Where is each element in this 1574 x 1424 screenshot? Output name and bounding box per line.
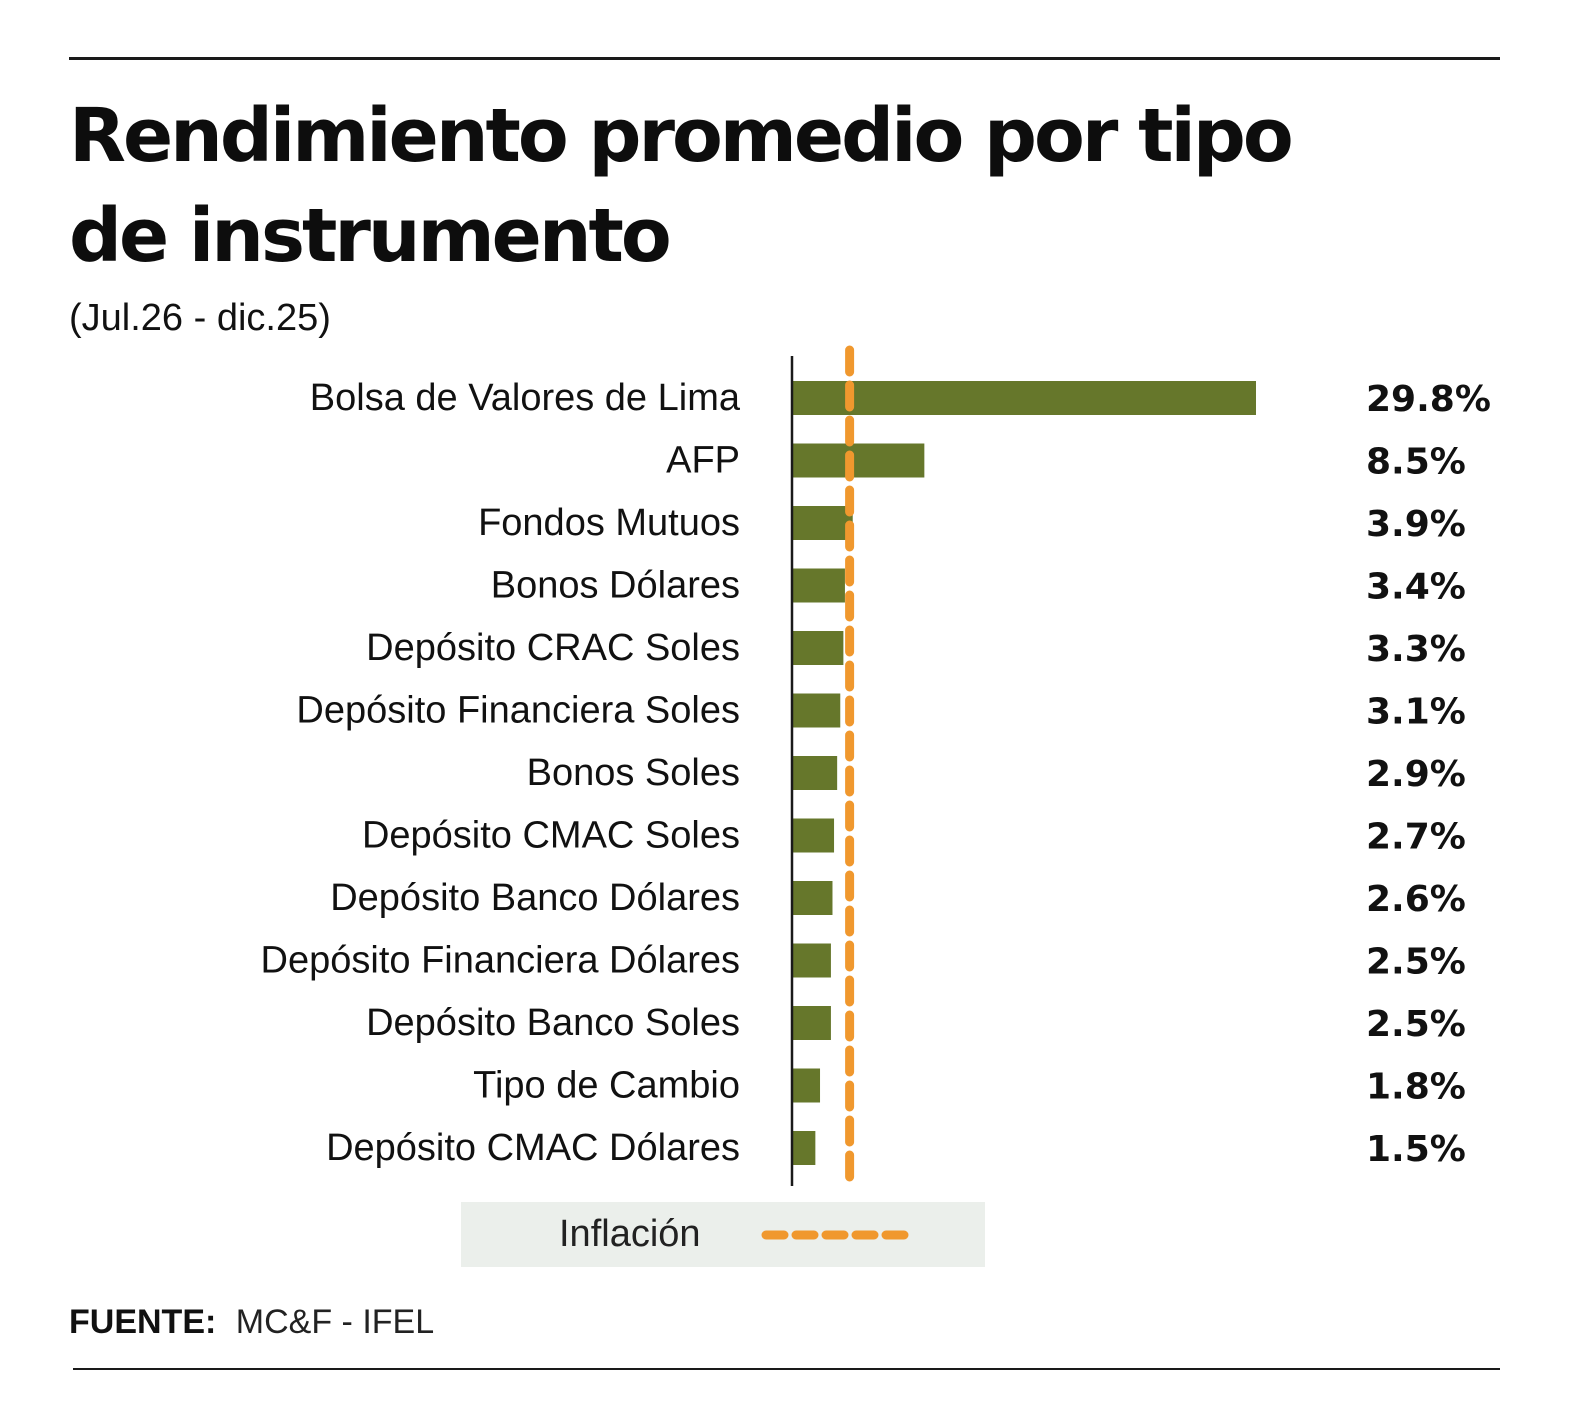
value-label: 2.6%: [1366, 879, 1466, 920]
bar: [792, 693, 841, 728]
chart-subtitle: (Jul.26 - dic.25): [69, 297, 331, 339]
value-label: 3.3%: [1366, 629, 1466, 670]
source-label: FUENTE:: [69, 1303, 217, 1341]
category-label: Depósito Banco Soles: [366, 1002, 740, 1044]
source-value: MC&F - IFEL: [235, 1303, 435, 1341]
bar: [792, 881, 833, 915]
top-rule: [69, 57, 1500, 60]
bar: [792, 443, 925, 478]
category-label: Depósito Financiera Soles: [296, 690, 740, 732]
bar: [792, 381, 1256, 415]
category-label: AFP: [666, 440, 740, 482]
category-labels: Bolsa de Valores de Lima AFP Fondos Mutuos…: [261, 377, 741, 1169]
category-label: Tipo de Cambio: [473, 1065, 740, 1107]
value-labels: 29.8% 8.5% 3.9% 3.4% 3.3% 3.1% 2.9% 2.7% 2.6% 2.5…: [1366, 379, 1491, 1170]
bar-chart: Bolsa de Valores de Lima AFP Fondos Mutuos…: [261, 345, 1491, 1186]
category-label: Depósito CMAC Soles: [362, 815, 740, 857]
bar: [792, 631, 844, 665]
value-label: 3.9%: [1366, 504, 1466, 545]
value-label: 8.5%: [1366, 442, 1466, 483]
bar: [792, 818, 835, 853]
bar: [792, 568, 845, 603]
value-label: 2.7%: [1366, 817, 1466, 858]
source-note: FUENTE: MC&F - IFEL: [69, 1300, 434, 1344]
value-label: 2.9%: [1366, 754, 1466, 795]
bar: [792, 756, 838, 790]
bar: [792, 1131, 816, 1165]
value-label: 3.4%: [1366, 567, 1466, 608]
legend-label: Inflación: [559, 1213, 701, 1255]
value-label: 1.5%: [1366, 1129, 1466, 1170]
value-label: 2.5%: [1366, 942, 1466, 983]
category-label: Depósito Financiera Dólares: [261, 940, 740, 982]
legend: Inflación: [461, 1202, 985, 1267]
bottom-rule: [73, 1368, 1500, 1370]
category-label: Bolsa de Valores de Lima: [310, 377, 741, 419]
value-label: 2.5%: [1366, 1004, 1466, 1045]
value-label: 3.1%: [1366, 692, 1466, 733]
category-label: Depósito CMAC Dólares: [326, 1127, 740, 1169]
category-label: Depósito CRAC Soles: [366, 627, 740, 669]
bar: [792, 1068, 821, 1103]
category-label: Bonos Soles: [527, 752, 740, 794]
bar: [792, 1006, 831, 1040]
category-label: Depósito Banco Dólares: [330, 877, 740, 919]
legend-inflation-swatch: [761, 1230, 918, 1240]
value-label: 1.8%: [1366, 1067, 1466, 1108]
bar: [792, 943, 831, 978]
chart-title: Rendimiento promedio por tipo de instrum…: [69, 93, 1294, 279]
category-label: Bonos Dólares: [491, 565, 740, 607]
category-label: Fondos Mutuos: [478, 502, 740, 544]
bar: [792, 506, 853, 540]
value-label: 29.8%: [1366, 379, 1491, 420]
bars: [792, 381, 1256, 1165]
